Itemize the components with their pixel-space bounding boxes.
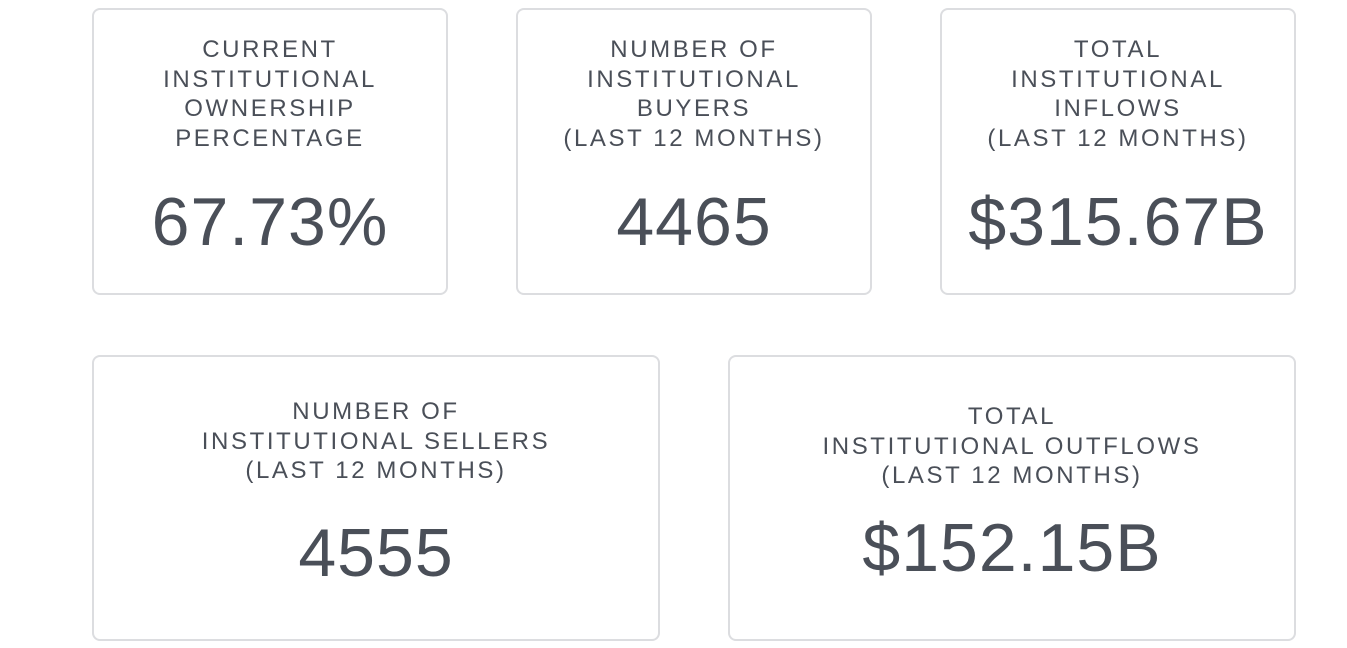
label-line: INSTITUTIONAL [163, 65, 377, 93]
label-line: INSTITUTIONAL SELLERS [201, 427, 551, 455]
label-line: PERCENTAGE [175, 124, 365, 152]
stat-value: 4555 [298, 515, 454, 591]
stat-value: 4465 [616, 184, 772, 260]
stat-value: $152.15B [862, 510, 1162, 586]
label-line: INSTITUTIONAL [587, 65, 801, 93]
label-line: INSTITUTIONAL OUTFLOWS [822, 432, 1202, 460]
stat-label: TOTAL INSTITUTIONAL INFLOWS (LAST 12 MONTHS… [942, 35, 1294, 153]
label-line: TOTAL [967, 403, 1057, 430]
label-line: TOTAL [1073, 36, 1163, 63]
label-line: (LAST 12 MONTHS) [987, 124, 1249, 152]
stat-label: TOTAL INSTITUTIONAL OUTFLOWS (LAST 12 MONT… [730, 402, 1294, 491]
label-line: BUYERS [636, 95, 752, 122]
stat-value: 67.73% [151, 184, 389, 260]
label-line: NUMBER OF [292, 398, 460, 425]
label-line: OWNERSHIP [184, 95, 356, 122]
label-line: INSTITUTIONAL [1011, 65, 1225, 93]
stat-label: NUMBER OF INSTITUTIONAL BUYERS (LAST 12 MON… [518, 35, 870, 153]
label-line: (LAST 12 MONTHS) [881, 462, 1143, 489]
stat-card: CURRENT INSTITUTIONAL OWNERSHIP PERCENTAGE 6… [92, 8, 448, 295]
label-line: (LAST 12 MONTHS) [563, 124, 825, 152]
stat-card: NUMBER OF INSTITUTIONAL SELLERS (LAST 12 M… [92, 355, 660, 641]
label-line: NUMBER OF [610, 36, 778, 63]
stat-card: NUMBER OF INSTITUTIONAL BUYERS (LAST 12 MON… [516, 8, 872, 295]
label-line: INFLOWS [1054, 95, 1182, 122]
label-line: CURRENT [202, 36, 338, 63]
stat-value: $315.67B [968, 184, 1268, 260]
stat-label: NUMBER OF INSTITUTIONAL SELLERS (LAST 12 M… [94, 397, 658, 486]
stat-card: TOTAL INSTITUTIONAL INFLOWS (LAST 12 MONTHS… [940, 8, 1296, 295]
stat-label: CURRENT INSTITUTIONAL OWNERSHIP PERCENTAGE [94, 35, 446, 153]
stat-card: TOTAL INSTITUTIONAL OUTFLOWS (LAST 12 MONT… [728, 355, 1296, 641]
label-line: (LAST 12 MONTHS) [245, 457, 507, 484]
